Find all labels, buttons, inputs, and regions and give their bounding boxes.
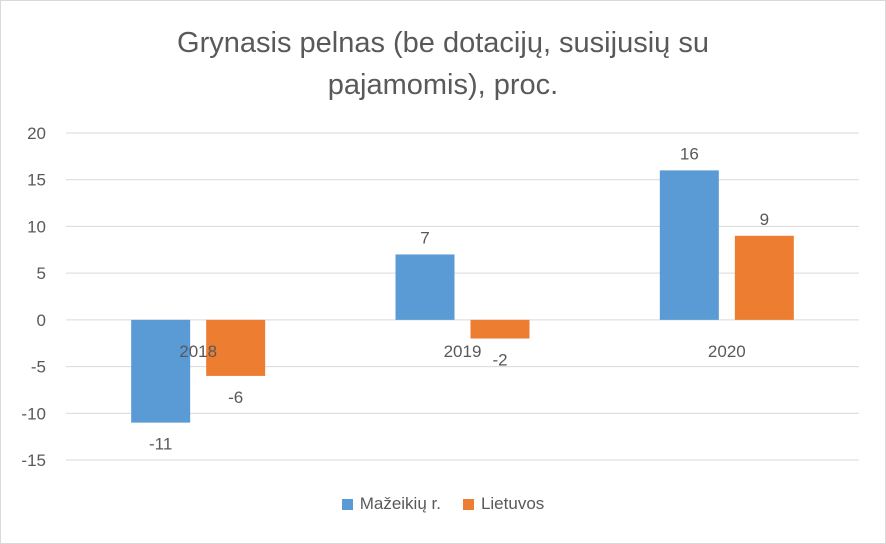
chart-title: Grynasis pelnas (be dotacijų, susijusių … <box>0 22 886 106</box>
chart-title-line-2: pajamomis), proc. <box>327 69 559 101</box>
data-label: -2 <box>492 351 507 370</box>
legend-item-lietuvos: Lietuvos <box>462 494 545 514</box>
chart-title-line-1: Grynasis pelnas (be dotacijų, susijusių … <box>177 27 709 59</box>
bar-lietuvos-2018 <box>206 319 266 376</box>
chart-legend: Mažeikių r. Lietuvos <box>0 494 886 514</box>
bar-mazeikiu-2020 <box>659 170 719 320</box>
data-label: -11 <box>149 435 172 454</box>
y-tick-label: 20 <box>27 124 46 143</box>
bar-lietuvos-2020 <box>734 235 794 320</box>
bar-lietuvos-2019 <box>470 319 530 339</box>
legend-item-mazeikiu: Mažeikių r. <box>341 494 441 514</box>
bar-mazeikiu-2019 <box>395 254 455 320</box>
legend-swatch-mazeikiu <box>341 498 353 510</box>
data-label: -6 <box>228 388 243 407</box>
y-tick-label: 0 <box>37 311 46 330</box>
legend-label-mazeikiu: Mažeikių r. <box>359 494 441 513</box>
y-tick-label: -15 <box>21 451 46 470</box>
y-tick-label: -5 <box>31 358 46 377</box>
y-tick-label: -10 <box>21 404 46 423</box>
y-tick-label: 15 <box>27 171 46 190</box>
y-tick-label: 5 <box>37 264 46 283</box>
x-category-label: 2020 <box>708 342 746 361</box>
legend-swatch-lietuvos <box>462 498 474 510</box>
data-label: 7 <box>420 228 429 247</box>
data-label: 16 <box>680 144 699 163</box>
x-category-label: 2019 <box>444 342 482 361</box>
y-tick-label: 10 <box>27 217 46 236</box>
data-label: 9 <box>760 210 769 229</box>
bar-mazeikiu-2018 <box>131 319 191 423</box>
x-category-label: 2018 <box>179 342 217 361</box>
legend-label-lietuvos: Lietuvos <box>480 494 545 513</box>
